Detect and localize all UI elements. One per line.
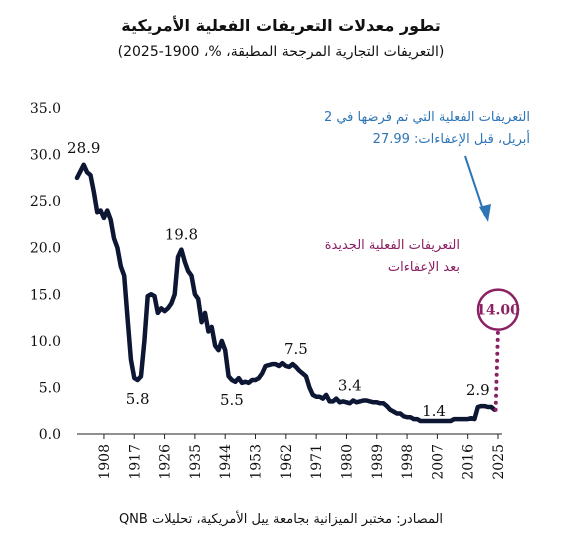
x-tick-label: 1926 xyxy=(158,444,174,480)
y-tick-label: 5.0 xyxy=(39,380,61,396)
y-tick-label: 25.0 xyxy=(30,194,61,210)
arrow-icon xyxy=(464,155,486,217)
x-tick-label: 1944 xyxy=(218,444,234,480)
x-tick-label: 1935 xyxy=(188,444,204,480)
x-tick-label: 2007 xyxy=(430,444,446,480)
chart-subtitle: (التعريفات التجارية المرجحة المطبقة، %، … xyxy=(117,44,445,60)
data-label: 2.9 xyxy=(466,381,490,399)
y-tick-label: 35.0 xyxy=(30,101,61,117)
y-tick-label: 20.0 xyxy=(30,241,61,257)
new-rate-badge-value: 14.00 xyxy=(476,303,520,319)
y-tick-label: 30.0 xyxy=(30,148,61,164)
annotation-before-exemptions-line2: أبريل، قبل الإعفاءات: 27.99 xyxy=(372,132,530,147)
annotation-before-exemptions-line1: التعريفات الفعلية التي تم فرضها في 2 xyxy=(323,110,530,125)
data-label: 3.4 xyxy=(338,376,362,394)
x-tick-label: 1962 xyxy=(279,444,295,480)
data-label: 1.4 xyxy=(422,402,446,420)
tariff-rate-line xyxy=(74,162,497,424)
new-rate-dotted-connector xyxy=(493,327,500,412)
x-tick-label: 1971 xyxy=(309,444,325,480)
x-tick-label: 2025 xyxy=(491,444,507,480)
x-tick-label: 1989 xyxy=(370,444,386,480)
y-tick-label: 0.0 xyxy=(39,427,61,443)
data-label: 19.8 xyxy=(165,226,198,244)
data-label: 5.5 xyxy=(220,391,244,409)
annotation-after-exemptions-line2: بعد الإعفاءات xyxy=(387,260,460,275)
arrowhead-icon xyxy=(479,204,491,222)
y-tick-label: 10.0 xyxy=(30,334,61,350)
x-tick-label: 2016 xyxy=(461,444,477,480)
x-tick-label: 1908 xyxy=(97,444,113,480)
data-label: 7.5 xyxy=(284,340,308,358)
x-tick-label: 1917 xyxy=(127,444,143,480)
x-tick-label: 1998 xyxy=(400,444,416,480)
x-tick-label: 1980 xyxy=(339,444,355,480)
source-note: المصادر: مختبر الميزانية بجامعة ييل الأم… xyxy=(118,512,444,527)
new-rate-badge-circle xyxy=(476,288,520,331)
y-tick-label: 15.0 xyxy=(30,287,61,303)
x-tick-label: 1953 xyxy=(249,444,265,480)
annotation-after-exemptions: التعريفات الفعلية الجديدة بعد الإعفاءات xyxy=(300,235,460,279)
data-label: 5.8 xyxy=(126,390,150,408)
data-label: 28.9 xyxy=(67,139,100,157)
annotation-before-exemptions: التعريفات الفعلية التي تم فرضها في 2 أبر… xyxy=(300,107,530,151)
chart-title: تطور معدلات التعريفات الفعلية الأمريكية xyxy=(121,16,441,35)
annotation-after-exemptions-line1: التعريفات الفعلية الجديدة xyxy=(324,238,460,253)
